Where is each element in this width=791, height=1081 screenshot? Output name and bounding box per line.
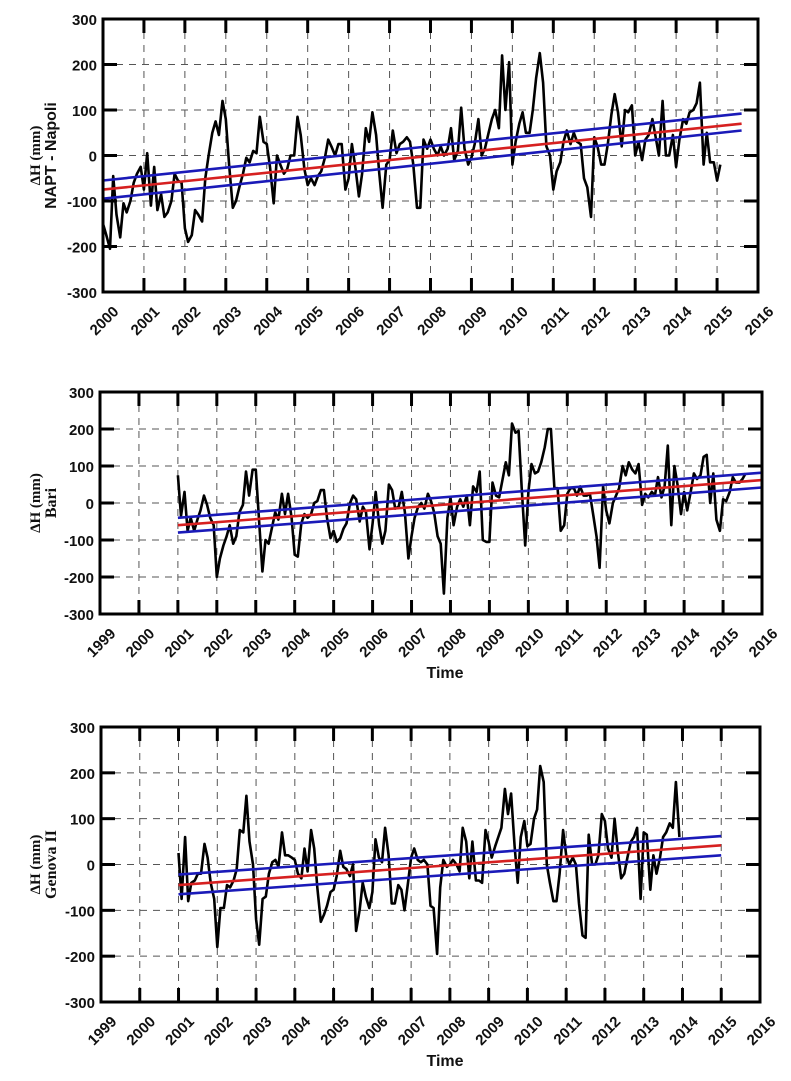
upper-bound-line xyxy=(178,834,722,876)
x-tick-label: 2010 xyxy=(512,625,548,661)
station-label: NAPT - Napoli xyxy=(43,102,60,209)
y-axis-label: ΔH (mm) xyxy=(28,126,44,186)
x-tick-label: 2009 xyxy=(473,625,509,661)
x-tick-label: 2011 xyxy=(552,625,587,660)
y-tick-label: -300 xyxy=(67,285,97,302)
x-tick-label: 2012 xyxy=(578,303,614,339)
x-tick-label: 2006 xyxy=(332,303,368,339)
y-tick-label: 300 xyxy=(72,12,97,29)
x-tick-label: 2000 xyxy=(123,1013,159,1049)
x-tick-label: 2015 xyxy=(701,303,737,339)
lower-bound-line xyxy=(178,854,722,896)
observed-series-line xyxy=(101,51,722,251)
trend-line xyxy=(177,478,763,527)
x-tick-label: 2016 xyxy=(742,303,778,339)
x-tick-label: 2015 xyxy=(705,1013,741,1049)
x-tick-label: 2008 xyxy=(434,1013,470,1049)
x-tick-label: 2009 xyxy=(472,1013,508,1049)
x-tick-label: 2011 xyxy=(550,1013,585,1048)
y-tick-label: 0 xyxy=(87,858,95,875)
y-axis-label: ΔH (mm) xyxy=(28,835,44,895)
x-tick-label: 2005 xyxy=(317,625,353,661)
x-tick-label: 1999 xyxy=(85,1013,121,1049)
x-tick-label: 2009 xyxy=(455,303,491,339)
x-tick-label: 2016 xyxy=(746,625,782,661)
y-axis-label: ΔH (mm) xyxy=(28,473,44,533)
y-tick-label: 100 xyxy=(72,103,97,120)
x-tick-label: 2002 xyxy=(201,625,237,661)
x-axis-label: Time xyxy=(426,665,463,682)
trend-line xyxy=(102,122,742,191)
x-tick-label: 2000 xyxy=(87,303,123,339)
observed-series-line xyxy=(177,764,681,956)
y-tick-label: -100 xyxy=(65,903,95,920)
x-tick-label: 2014 xyxy=(666,1013,702,1049)
x-tick-label: 2007 xyxy=(395,1013,431,1049)
x-tick-label: 2003 xyxy=(239,625,275,661)
y-tick-label: 200 xyxy=(72,58,97,75)
x-tick-label: 2013 xyxy=(629,625,665,661)
y-tick-label: 100 xyxy=(70,812,95,829)
y-tick-label: -300 xyxy=(65,995,95,1012)
y-tick-label: -100 xyxy=(67,194,97,211)
y-tick-label: -200 xyxy=(65,949,95,966)
y-tick-label: -300 xyxy=(64,607,94,624)
x-tick-label: 2002 xyxy=(169,303,205,339)
x-tick-label: 2000 xyxy=(123,625,159,661)
x-tick-label: 2012 xyxy=(590,625,626,661)
x-tick-label: 2010 xyxy=(511,1013,547,1049)
x-tick-label: 2016 xyxy=(744,1013,780,1049)
y-tick-label: 200 xyxy=(70,766,95,783)
x-tick-label: 2007 xyxy=(395,625,431,661)
y-tick-label: -100 xyxy=(64,533,94,550)
x-tick-label: 2012 xyxy=(589,1013,625,1049)
y-tick-label: 300 xyxy=(70,720,95,737)
x-tick-label: 2006 xyxy=(356,1013,392,1049)
x-tick-label: 2002 xyxy=(201,1013,237,1049)
x-tick-label: 2004 xyxy=(278,625,314,661)
observed-series-line xyxy=(176,422,747,595)
x-tick-label: 2005 xyxy=(291,303,327,339)
x-tick-label: 2004 xyxy=(250,303,286,339)
y-tick-label: -200 xyxy=(64,570,94,587)
station-label: Bari xyxy=(43,487,60,518)
x-tick-label: 2003 xyxy=(240,1013,276,1049)
x-tick-label: 2013 xyxy=(627,1013,663,1049)
x-axis-label: Time xyxy=(426,1053,463,1070)
x-tick-label: 2006 xyxy=(356,625,392,661)
x-tick-label: 2014 xyxy=(660,303,696,339)
upper-bound-line xyxy=(177,471,763,520)
lower-bound-line xyxy=(177,486,763,534)
x-tick-label: 2001 xyxy=(162,1013,198,1049)
x-tick-label: 2013 xyxy=(619,303,655,339)
x-tick-label: 2008 xyxy=(434,625,470,661)
x-tick-label: 2004 xyxy=(279,1013,315,1049)
trend-line xyxy=(178,844,722,887)
y-tick-label: 0 xyxy=(89,149,97,166)
x-tick-label: 2001 xyxy=(162,625,198,661)
upper-bound-line xyxy=(102,112,742,182)
y-tick-label: 100 xyxy=(69,459,94,476)
y-tick-label: 200 xyxy=(69,422,94,439)
y-tick-label: 300 xyxy=(69,385,94,402)
station-label: Genova II xyxy=(43,830,60,899)
lower-bound-line xyxy=(102,129,742,200)
x-tick-label: 2008 xyxy=(414,303,450,339)
x-tick-label: 2015 xyxy=(707,625,743,661)
x-tick-label: 2005 xyxy=(317,1013,353,1049)
y-tick-label: 0 xyxy=(86,496,94,513)
x-tick-label: 1999 xyxy=(84,625,120,661)
x-tick-label: 2001 xyxy=(128,303,164,339)
x-tick-label: 2003 xyxy=(210,303,246,339)
x-tick-label: 2007 xyxy=(373,303,409,339)
x-tick-label: 2011 xyxy=(538,303,573,338)
y-tick-label: -200 xyxy=(67,240,97,257)
x-tick-label: 2014 xyxy=(668,625,704,661)
x-tick-label: 2010 xyxy=(496,303,532,339)
